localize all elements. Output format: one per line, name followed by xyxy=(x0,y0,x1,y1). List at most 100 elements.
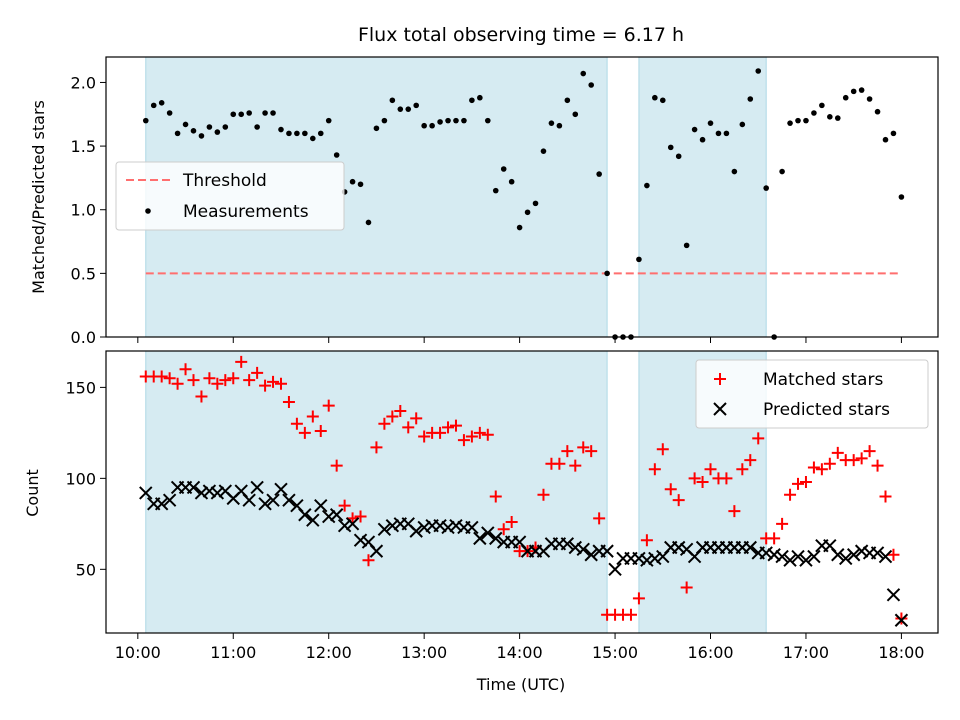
measurement-point xyxy=(174,130,181,137)
matched-stars-point xyxy=(585,445,598,458)
matched-stars-point xyxy=(561,445,574,458)
measurement-point xyxy=(317,130,324,137)
matched-stars-point xyxy=(672,494,685,507)
measurement-point xyxy=(819,102,825,109)
measurement-point xyxy=(652,94,658,101)
matched-stars-point xyxy=(847,454,860,467)
x-tick-label: 11:00 xyxy=(210,643,256,662)
predicted-stars-point xyxy=(385,518,400,533)
matched-stars-point xyxy=(322,399,335,412)
y-tick-label: 1.5 xyxy=(71,137,96,156)
matched-stars-point xyxy=(799,475,812,488)
measurement-point xyxy=(230,111,237,118)
measurement-point xyxy=(874,108,881,115)
matched-stars-point xyxy=(171,377,184,390)
matched-stars-point xyxy=(648,463,661,476)
measurement-point xyxy=(827,114,833,120)
predicted-stars-point xyxy=(162,493,177,507)
matched-stars-point xyxy=(282,395,295,408)
measurement-point xyxy=(182,121,189,128)
x-tick-label: 13:00 xyxy=(401,643,447,662)
measurement-point xyxy=(270,110,276,116)
matched-stars-point xyxy=(338,499,351,512)
matched-stars-point xyxy=(259,379,272,392)
predicted-stars-point xyxy=(807,549,821,564)
matched-stars-point xyxy=(704,463,717,476)
matched-stars-point xyxy=(298,426,311,439)
predicted-stars-point xyxy=(767,548,781,562)
matched-stars-point xyxy=(855,452,868,465)
matched-stars-point xyxy=(386,410,399,423)
matched-stars-point xyxy=(680,581,693,594)
matched-stars-point xyxy=(370,441,383,454)
matched-stars-point xyxy=(807,461,820,474)
matched-stars-point xyxy=(569,459,582,472)
matched-stars-point xyxy=(163,372,176,385)
count-panel: Count Time (UTC) 50 100 150 10:00 11:00 12:0… xyxy=(23,350,939,694)
predicted-stars-point xyxy=(266,493,280,507)
measurement-point xyxy=(397,106,404,112)
predicted-stars-point xyxy=(831,548,845,562)
predicted-stars-point xyxy=(337,518,352,533)
predicted-stars-point xyxy=(839,551,853,566)
measurement-point xyxy=(723,130,730,137)
measurement-point xyxy=(898,194,905,200)
measurement-point xyxy=(890,130,897,137)
matched-stars-point xyxy=(776,517,789,530)
x-tick-label: 15:00 xyxy=(592,643,638,662)
matched-stars-point xyxy=(442,421,455,434)
measurement-point xyxy=(858,87,865,93)
matched-stars-point xyxy=(465,430,478,443)
measurement-point xyxy=(500,166,507,172)
matched-stars-point xyxy=(251,366,264,379)
measurement-point xyxy=(389,97,396,104)
matched-stars-point xyxy=(624,608,637,621)
predicted-stars-point xyxy=(576,542,590,557)
measurement-point xyxy=(190,128,197,134)
ratio-panel-y-axis-label: Matched/Predicted stars xyxy=(29,100,48,294)
ratio-panel-axes-frame xyxy=(105,56,939,338)
measurement-point xyxy=(381,117,388,124)
measurement-point xyxy=(532,200,539,207)
y-tick-label: 100 xyxy=(65,469,96,488)
predicted-stars-point xyxy=(608,562,622,577)
measurement-point xyxy=(469,97,475,104)
count-panel-legend-box xyxy=(695,359,929,429)
measurement-point xyxy=(484,117,491,124)
matched-stars-legend-swatch xyxy=(714,373,726,385)
measurement-point xyxy=(691,126,698,133)
predicted-stars-point xyxy=(377,522,392,537)
measurement-point xyxy=(158,100,165,106)
matched-stars-point xyxy=(314,425,327,438)
predicted-stars-point xyxy=(353,533,368,547)
predicted-stars-point xyxy=(202,484,217,498)
matched-stars-point xyxy=(155,370,168,383)
predicted-stars-point xyxy=(846,548,861,562)
predicted-stars-point xyxy=(433,518,447,533)
matched-stars-point xyxy=(473,426,486,439)
predicted-stars-point xyxy=(345,517,360,531)
measurement-point xyxy=(715,130,722,137)
count-panel-shaded-intervals xyxy=(145,351,767,633)
measurement-point xyxy=(262,110,268,116)
matched-stars-point xyxy=(887,548,900,561)
measurement-point xyxy=(524,209,531,216)
predicted-stars-point xyxy=(139,486,153,500)
predicted-stars-point xyxy=(417,520,431,535)
measurement-point xyxy=(636,256,642,263)
measurement-point xyxy=(437,119,443,125)
ratio-panel-shaded-intervals xyxy=(145,57,767,337)
measurement-point xyxy=(516,224,523,231)
measurement-point xyxy=(405,106,412,112)
measurement-point xyxy=(286,130,292,137)
measurement-point xyxy=(445,117,451,124)
measurement-point xyxy=(548,120,555,126)
measurement-point xyxy=(461,117,467,124)
ratio-panel-legend-box xyxy=(115,161,345,231)
matched-stars-point xyxy=(553,457,566,470)
measurement-point xyxy=(166,110,173,116)
predicted-stars-point xyxy=(640,553,654,567)
matched-stars-point xyxy=(290,417,303,430)
predicted-stars-point xyxy=(465,520,479,535)
predicted-stars-point xyxy=(870,546,885,560)
